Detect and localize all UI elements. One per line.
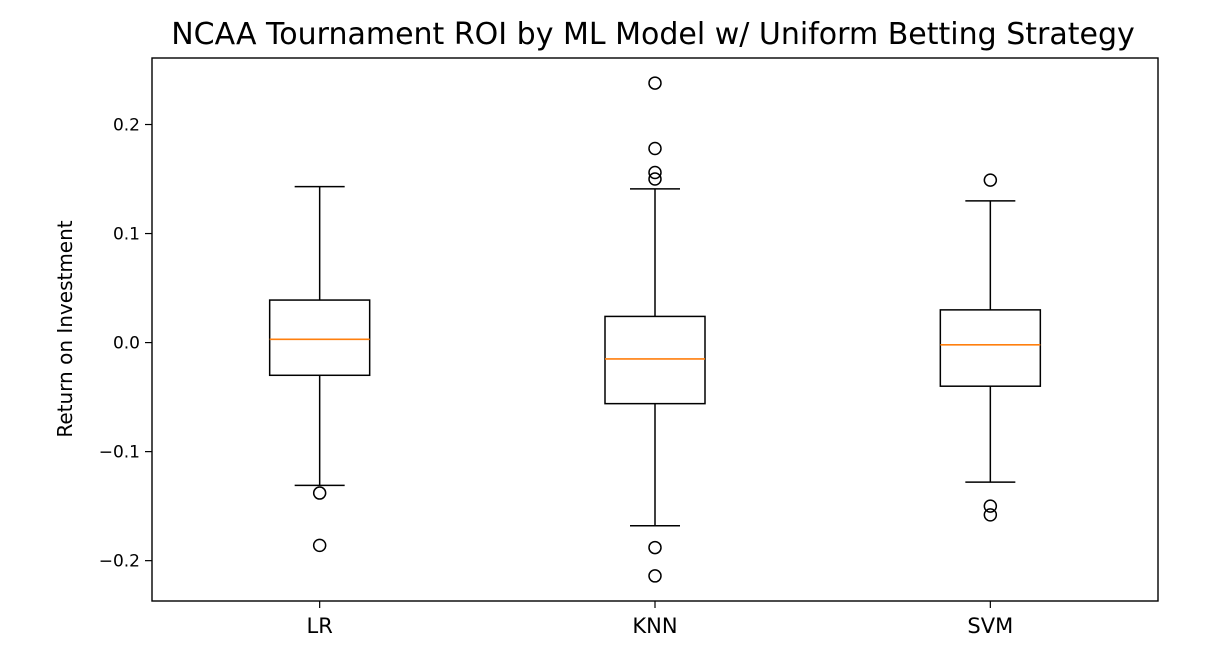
outlier-point xyxy=(312,486,327,500)
outlier-point xyxy=(648,165,662,180)
outlier-point xyxy=(312,538,327,553)
outlier-point xyxy=(983,499,998,513)
y-tick-label: 0.0 xyxy=(113,334,140,354)
plot-area: 0.2 0.1 0.0 −0.1 −0.2 LR KNN SVM xyxy=(99,76,1042,638)
y-tick-label: −0.2 xyxy=(99,552,140,572)
iqr-box xyxy=(604,315,706,405)
y-axis-label: Return on Investment xyxy=(53,220,77,437)
outlier-point xyxy=(648,540,662,555)
iqr-box xyxy=(268,299,371,377)
iqr-box xyxy=(939,309,1042,387)
plot-frame xyxy=(151,57,1159,602)
outlier-point xyxy=(648,569,662,583)
x-tick-label: KNN xyxy=(632,614,677,638)
y-tick-label: 0.2 xyxy=(113,116,140,136)
outlier-point xyxy=(983,508,998,522)
outlier-point xyxy=(648,76,662,90)
outlier-point xyxy=(983,173,998,187)
x-tick-label: SVM xyxy=(967,614,1013,638)
y-tick-label: −0.1 xyxy=(99,443,140,463)
outlier-point xyxy=(648,141,662,156)
y-tick-label: 0.1 xyxy=(113,225,140,245)
chart-title: NCAA Tournament ROI by ML Model w/ Unifo… xyxy=(171,17,1135,52)
x-tick-label: LR xyxy=(307,614,333,638)
outlier-point xyxy=(648,172,662,186)
